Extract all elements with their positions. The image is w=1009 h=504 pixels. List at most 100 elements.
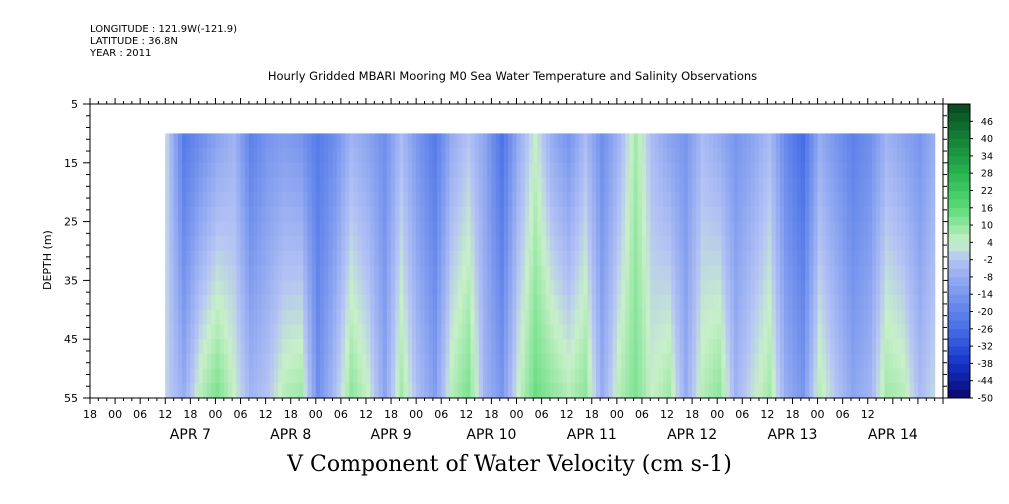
heatmap-cell (779, 295, 785, 311)
heatmap-cell (483, 309, 488, 326)
heatmap-cell (457, 295, 463, 311)
heatmap-cell (600, 309, 605, 326)
heatmap-cell (399, 177, 405, 193)
heatmap-cell (566, 162, 572, 179)
heatmap-cell (232, 206, 237, 223)
heatmap-cell (487, 324, 493, 340)
heatmap-cell (269, 251, 275, 267)
heatmap-cell (704, 309, 710, 326)
heatmap-cell (207, 295, 212, 311)
heatmap-cell (633, 192, 639, 208)
heatmap-cell (838, 265, 844, 281)
heatmap-cell (742, 236, 748, 252)
heatmap-cell (692, 295, 697, 311)
heatmap-cell (846, 177, 852, 193)
heatmap-cell (265, 206, 271, 223)
heatmap-cell (579, 383, 584, 399)
heatmap-cell (286, 280, 292, 296)
heatmap-cell (340, 206, 346, 223)
heatmap-cell (411, 162, 417, 179)
heatmap-cell (575, 339, 580, 355)
heatmap-cell (416, 177, 421, 193)
heatmap-cell (855, 221, 860, 237)
heatmap-cell (207, 221, 212, 237)
heatmap-cell (654, 177, 660, 193)
heatmap-cell (282, 280, 288, 296)
heatmap-cell (838, 148, 844, 164)
heatmap-cell (763, 383, 768, 399)
heatmap-cell (583, 309, 589, 326)
heatmap-cell (227, 339, 233, 355)
heatmap-cell (813, 148, 819, 164)
heatmap-cell (361, 236, 367, 252)
heatmap-cell (286, 251, 292, 267)
heatmap-cell (784, 133, 789, 149)
heatmap-cell (600, 353, 605, 370)
heatmap-cell (215, 265, 221, 281)
heatmap-cell (717, 162, 722, 179)
heatmap-cell (637, 221, 643, 237)
heatmap-cell (621, 236, 626, 252)
heatmap-cell (261, 280, 267, 296)
heatmap-cell (871, 192, 877, 208)
heatmap-cell (834, 368, 840, 384)
heatmap-cell (462, 206, 467, 223)
heatmap-cell (181, 353, 187, 370)
heatmap-cell (215, 368, 221, 384)
heatmap-cell (207, 324, 212, 340)
heatmap-cell (800, 236, 806, 252)
heatmap-cell (767, 383, 773, 399)
heatmap-cell (570, 280, 576, 296)
heatmap-cell (679, 206, 685, 223)
heatmap-cell (278, 251, 283, 267)
heatmap-cell (913, 368, 919, 384)
heatmap-cell (579, 265, 584, 281)
heatmap-cell (692, 353, 697, 370)
heatmap-cell (365, 162, 371, 179)
heatmap-cell (219, 280, 225, 296)
heatmap-cell (466, 295, 472, 311)
heatmap-cell (491, 295, 497, 311)
heatmap-cell (880, 383, 886, 399)
heatmap-cell (763, 162, 768, 179)
heatmap-cell (612, 280, 618, 296)
heatmap-cell (733, 236, 739, 252)
heatmap-cell (311, 280, 317, 296)
heatmap-cell (232, 148, 237, 164)
heatmap-cell (265, 295, 271, 311)
heatmap-cell (278, 206, 283, 223)
heatmap-cell (641, 265, 647, 281)
heatmap-cell (340, 353, 346, 370)
heatmap-cell (825, 368, 831, 384)
heatmap-cell (190, 353, 196, 370)
heatmap-cell (424, 162, 430, 179)
heatmap-cell (566, 280, 572, 296)
heatmap-cell (759, 309, 764, 326)
heatmap-cell (846, 206, 852, 223)
heatmap-cell (391, 148, 396, 164)
heatmap-cell (545, 133, 551, 149)
heatmap-cell (637, 309, 643, 326)
heatmap-cell (445, 265, 451, 281)
heatmap-cell (562, 177, 568, 193)
heatmap-cell (508, 133, 513, 149)
heatmap-cell (554, 206, 559, 223)
heatmap-cell (621, 162, 626, 179)
heatmap-cell (675, 251, 681, 267)
heatmap-cell (851, 148, 856, 164)
heatmap-cell (579, 148, 584, 164)
heatmap-cell (667, 368, 672, 384)
heatmap-cell (533, 280, 539, 296)
heatmap-cell (625, 221, 630, 237)
heatmap-cell (809, 339, 814, 355)
heatmap-cell (742, 353, 748, 370)
heatmap-cell (746, 280, 752, 296)
heatmap-cell (336, 353, 342, 370)
heatmap-cell (583, 162, 589, 179)
heatmap-cell (750, 162, 756, 179)
heatmap-cell (445, 309, 451, 326)
colorbar-band (948, 320, 970, 330)
heatmap-cell (282, 368, 288, 384)
heatmap-cell (437, 383, 442, 399)
heatmap-cell (629, 206, 635, 223)
